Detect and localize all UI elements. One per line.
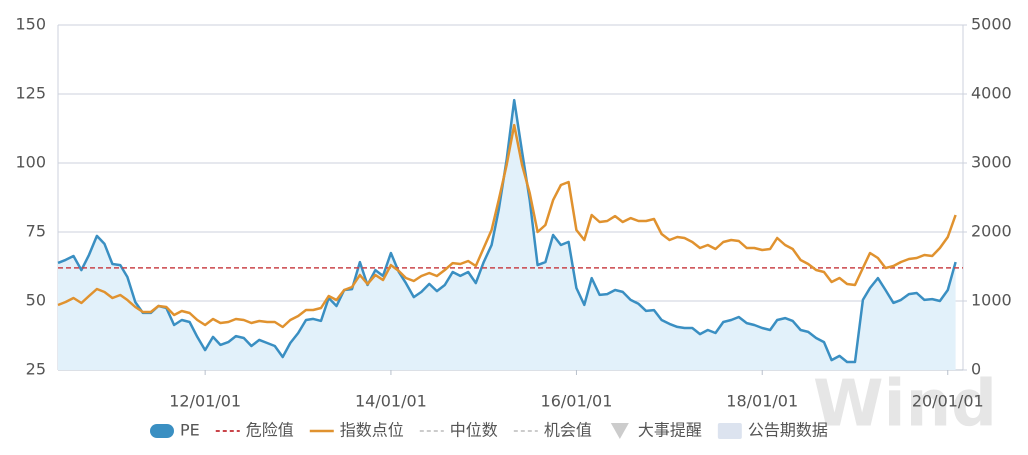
legend-label: PE <box>180 421 200 440</box>
legend-symbol <box>717 423 742 439</box>
y2-tick-label: 3000 <box>971 153 1012 172</box>
y2-tick-label: 4000 <box>971 84 1012 103</box>
legend-label: 公告期数据 <box>748 421 828 440</box>
y-tick-label: 25 <box>26 360 46 379</box>
x-tick-label: 12/01/01 <box>169 392 241 411</box>
y2-tick-label: 0 <box>971 360 981 379</box>
area <box>58 100 956 370</box>
legend-symbol <box>150 424 174 438</box>
legend-label: 危险值 <box>246 421 294 440</box>
y-tick-label: 50 <box>26 291 46 310</box>
x-tick-label: 18/01/01 <box>726 392 798 411</box>
y-tick-label: 150 <box>15 15 46 34</box>
y-tick-label: 75 <box>26 222 46 241</box>
legend-label: 中位数 <box>450 421 498 440</box>
watermark: Wind <box>813 368 997 442</box>
y-tick-label: 125 <box>15 84 46 103</box>
legend-label: 指数点位 <box>340 421 404 440</box>
legend-label: 大事提醒 <box>638 421 702 440</box>
y2-tick-label: 2000 <box>971 222 1012 241</box>
x-tick-label: 16/01/01 <box>541 392 613 411</box>
y2-tick-label: 5000 <box>971 15 1012 34</box>
legend-symbol <box>610 423 629 439</box>
y-tick-label: 100 <box>15 153 46 172</box>
x-tick-label: 20/01/01 <box>912 392 984 411</box>
legend-label: 机会值 <box>544 421 592 440</box>
line <box>57 123 957 329</box>
x-tick-label: 14/01/01 <box>355 392 427 411</box>
y2-tick-label: 1000 <box>971 291 1012 310</box>
